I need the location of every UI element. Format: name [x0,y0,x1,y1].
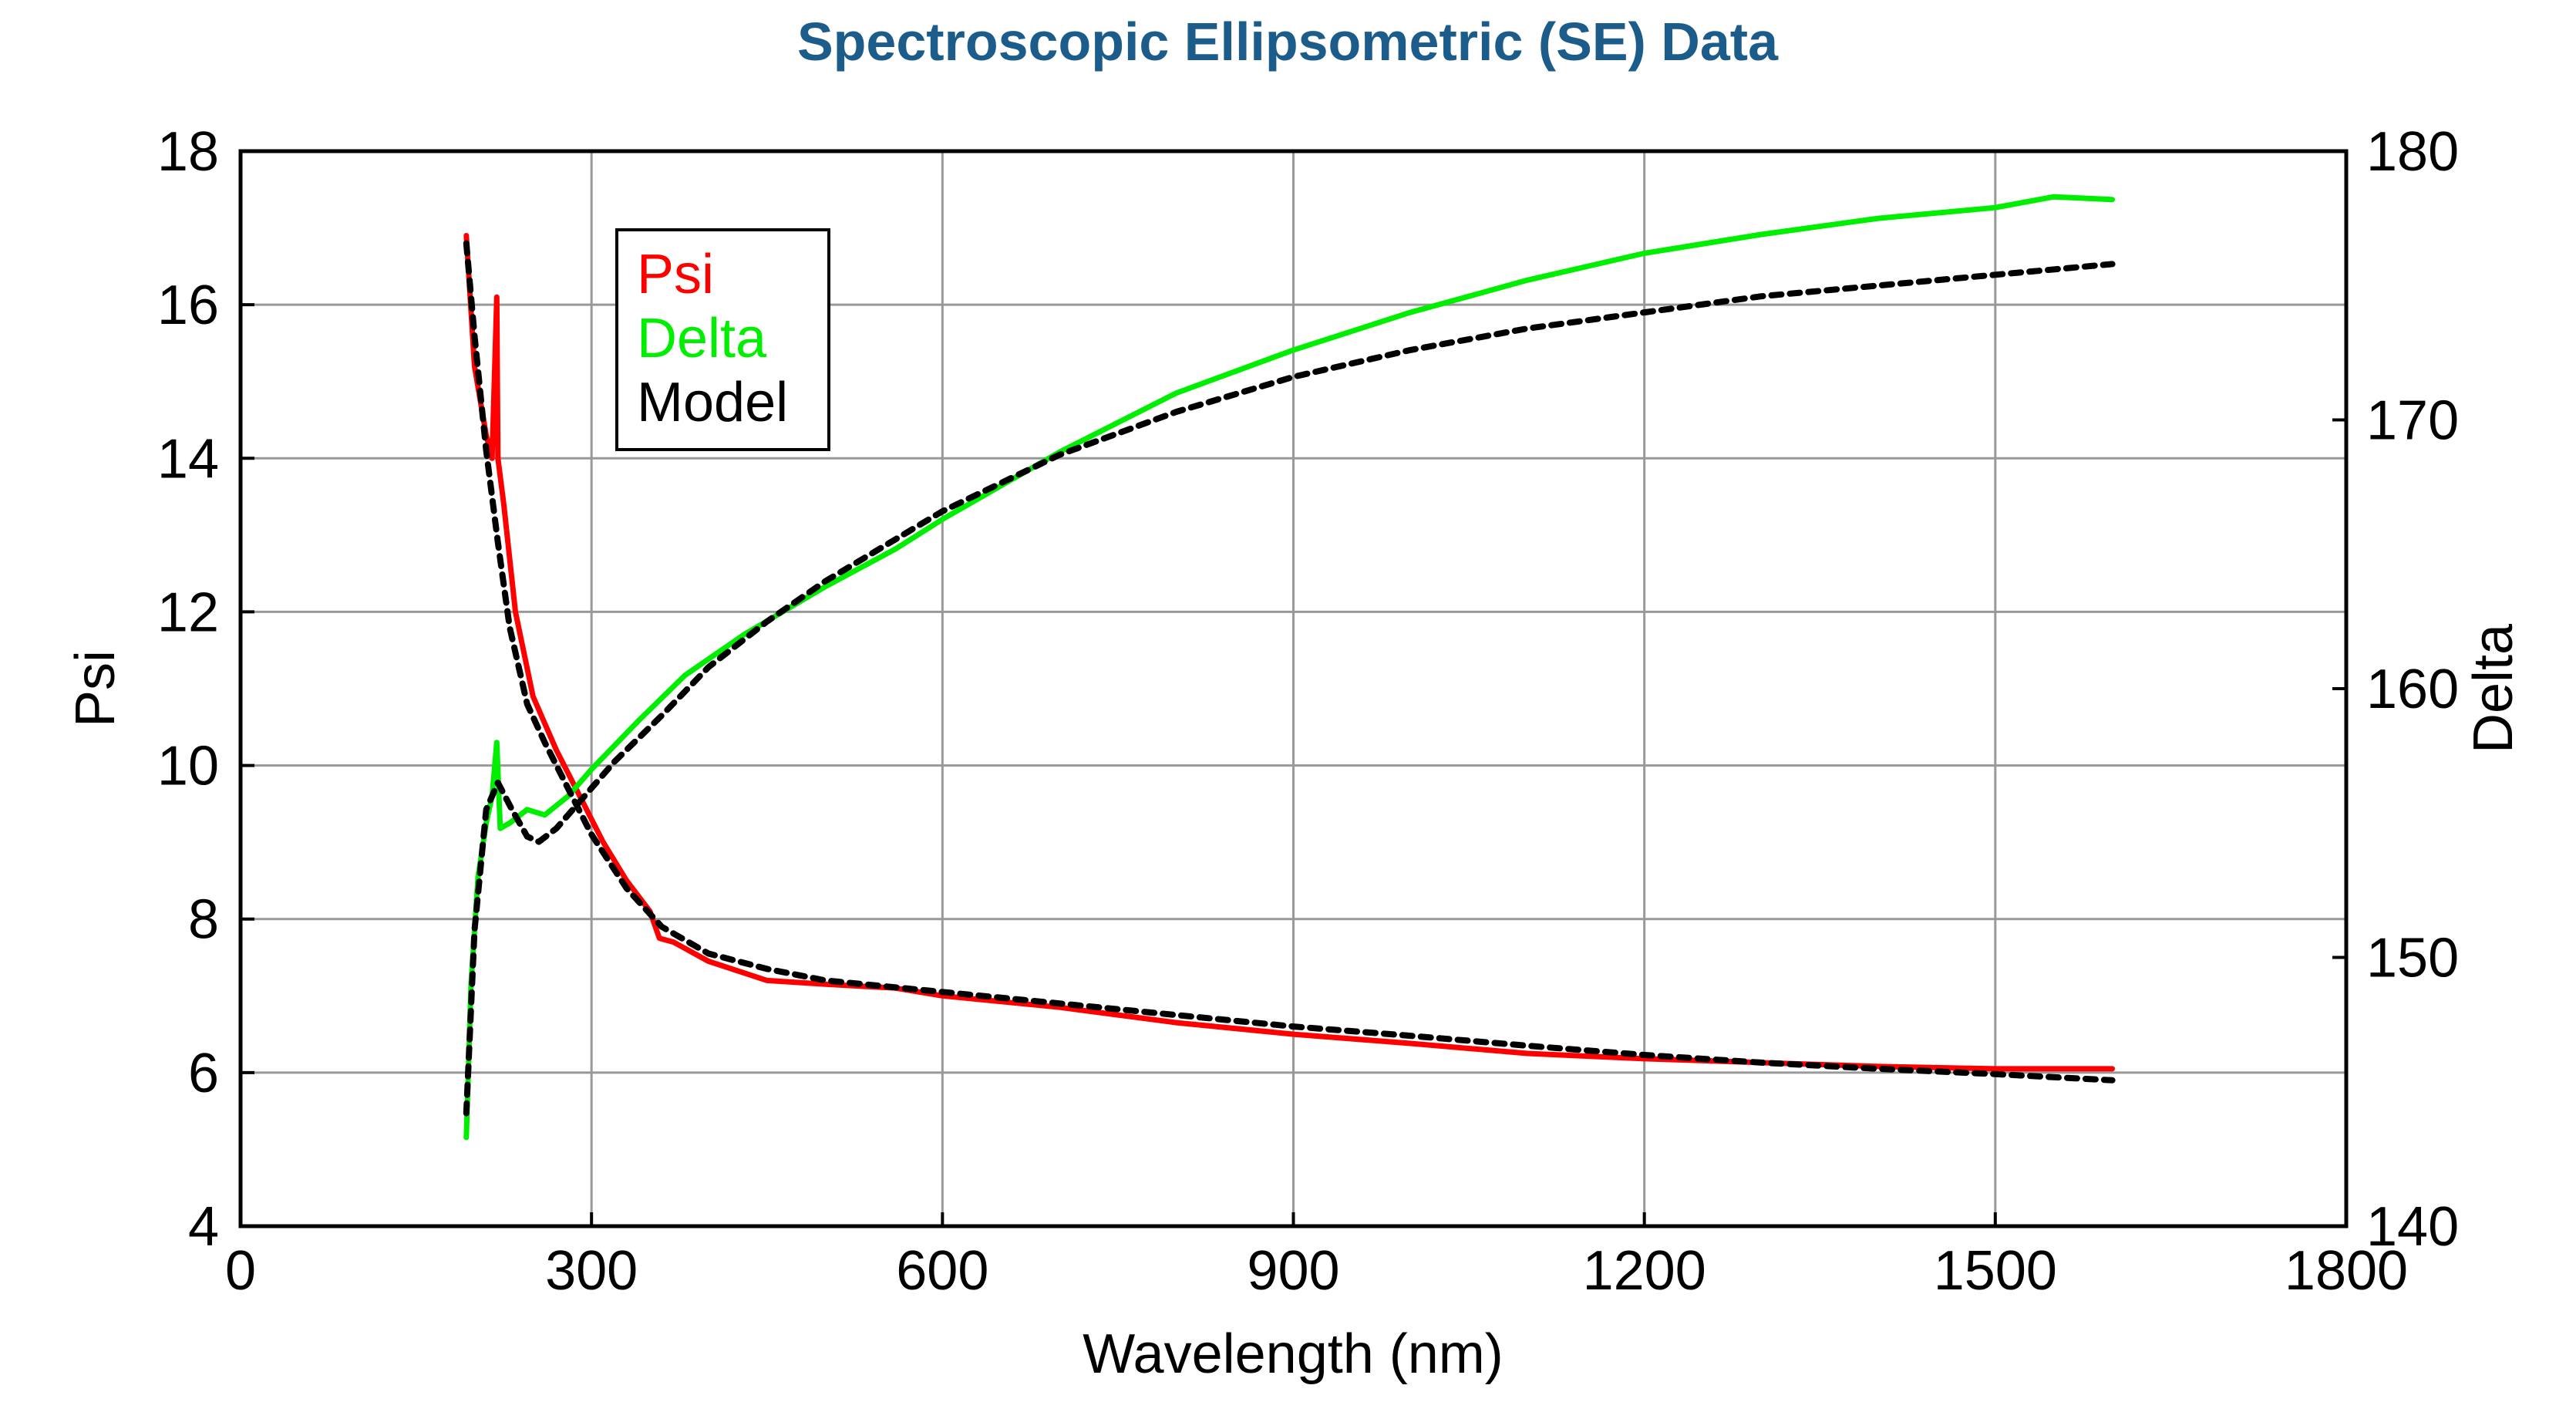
x-tick-label: 1500 [1934,1240,2057,1302]
x-tick-label: 600 [896,1240,988,1302]
series-line-delta [463,194,2116,1141]
y2-tick-label: 160 [2366,659,2459,720]
legend-model: Model [637,372,788,433]
y-axis-label: Psi [65,650,126,727]
legend-psi: Psi [637,244,714,305]
x-tick-label: 1800 [2285,1240,2408,1302]
tick-layer: 0 300 600 900 1200 1500 1800 4 6 8 10 12 14 16 18 140 15… [157,121,2459,1302]
y2-tick-label: 150 [2366,928,2459,989]
series-line-psi [463,233,2116,1072]
legend-box [615,228,830,451]
x-axis-label: Wavelength (nm) [1083,1323,1504,1385]
y-tick-label: 4 [188,1196,219,1258]
y2-axis-label: Delta [2463,623,2524,753]
series-line-model-delta [463,261,2116,1117]
x-tick-label: 1200 [1583,1240,1706,1302]
y-tick-label: 16 [157,275,219,336]
y2-tick-label: 170 [2366,390,2459,452]
y2-tick-label: 180 [2366,121,2459,183]
grid [241,151,2346,1226]
chart-title: Spectroscopic Ellipsometric (SE) Data [797,12,1779,72]
legend: Psi Delta Model [615,228,830,451]
series-layer [463,194,2116,1141]
x-tick-label: 0 [225,1240,256,1302]
series-line-model-psi [463,240,2116,1084]
y-tick-label: 18 [157,121,219,183]
x-tick-label: 900 [1247,1240,1339,1302]
y-tick-label: 6 [188,1043,219,1104]
y-tick-label: 12 [157,581,219,643]
y2-tick-label: 140 [2366,1196,2459,1258]
y-tick-label: 10 [157,736,219,797]
x-tick-label: 300 [545,1240,638,1302]
y-tick-label: 8 [188,889,219,951]
legend-delta: Delta [637,308,767,369]
y-tick-label: 14 [157,428,219,490]
